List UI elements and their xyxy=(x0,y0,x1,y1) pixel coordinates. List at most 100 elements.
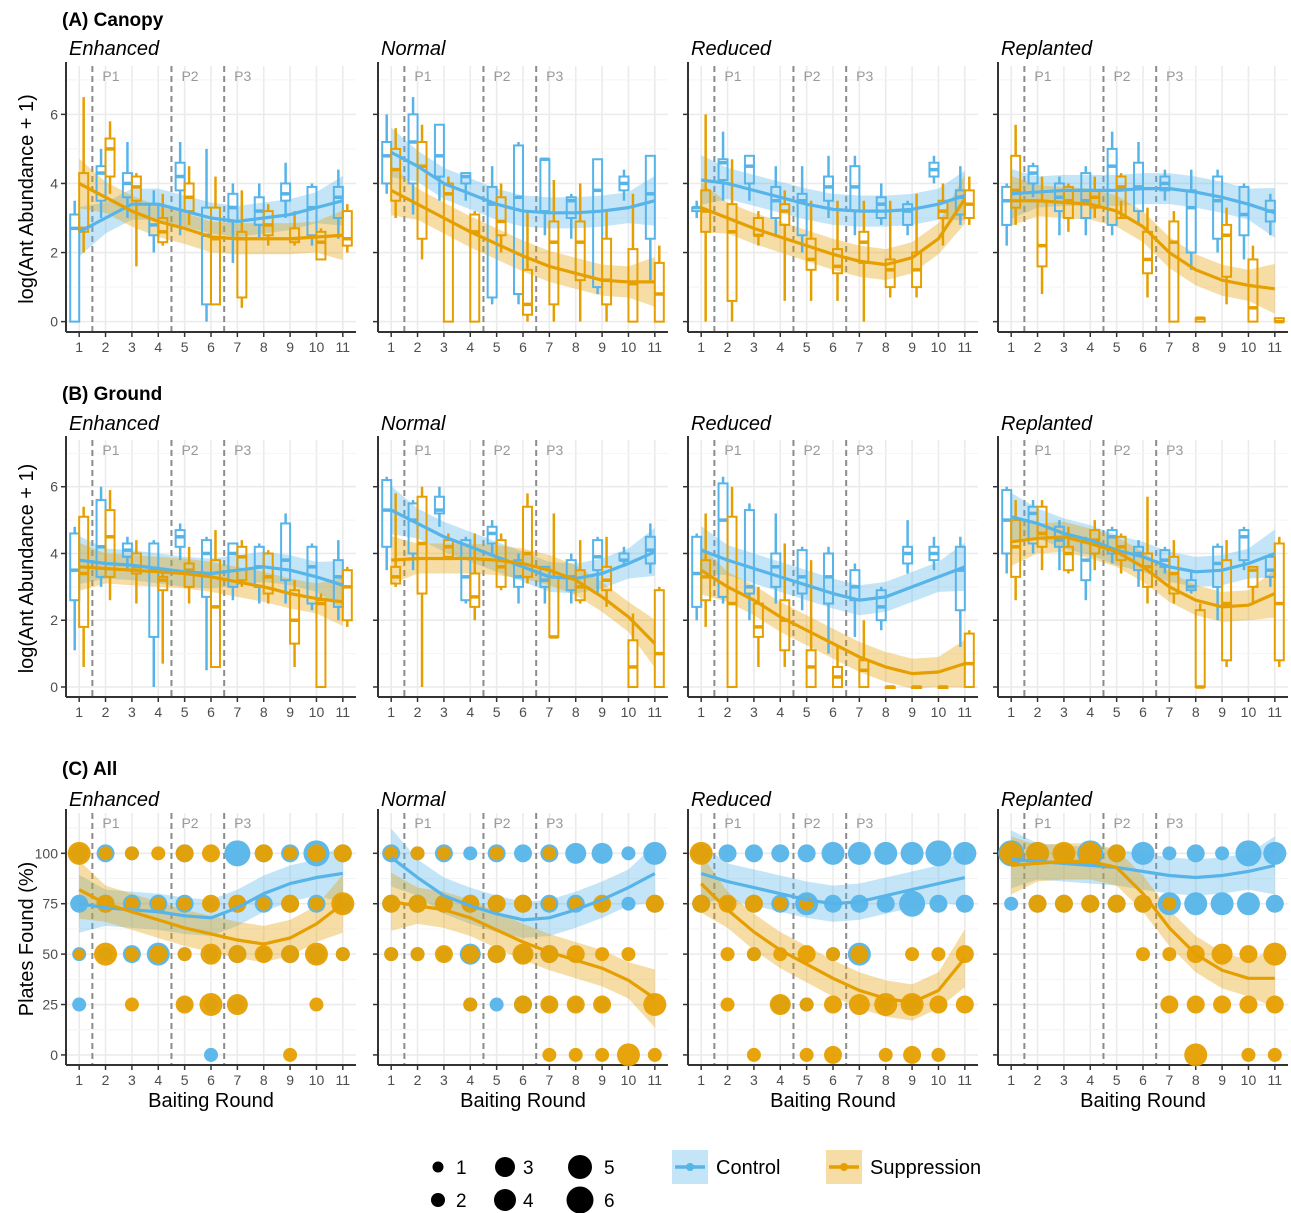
suppression-point xyxy=(199,993,223,1017)
facet-label: Normal xyxy=(381,789,446,811)
suppression-smooth-line xyxy=(390,188,655,284)
control-smooth-line xyxy=(390,150,656,215)
control-smooth-line xyxy=(390,508,656,581)
x-tick-label: 11 xyxy=(648,1072,663,1088)
x-tick-label: 4 xyxy=(1086,1072,1094,1088)
control-ribbon xyxy=(391,828,655,938)
suppression-point xyxy=(746,947,761,962)
facet-label: Enhanced xyxy=(69,789,160,811)
suppression-box xyxy=(469,572,481,608)
control-point xyxy=(1210,892,1234,916)
x-tick-label: 7 xyxy=(855,704,863,720)
x-tick-label: 10 xyxy=(931,339,947,355)
facet-reduced: P1 P2 P3 1 2 3 4 5 6 7 8 9 10 11 Reduced xyxy=(683,38,978,355)
facet-enhanced: P1 P2 P3 1 2 3 4 5 6 7 8 9 10 11 0 2 4 6 Enhanced xyxy=(50,38,356,355)
facet-label: Replanted xyxy=(1001,38,1093,60)
control-point xyxy=(847,841,871,865)
control-ribbon xyxy=(391,486,655,594)
x-tick-label: 7 xyxy=(545,704,553,720)
x-tick-label: 5 xyxy=(1113,1072,1121,1088)
suppression-point xyxy=(487,945,506,964)
suppression-smooth-line xyxy=(1011,859,1275,980)
suppression-box xyxy=(601,237,613,306)
legend-size-4 xyxy=(494,1189,516,1211)
x-axis-label: Baiting Round xyxy=(770,1090,896,1112)
control-box xyxy=(565,196,577,219)
suppression-point xyxy=(410,947,425,962)
suppression-point xyxy=(647,1047,662,1062)
x-tick-label: 8 xyxy=(572,339,580,355)
suppression-box xyxy=(262,552,274,595)
legend-size-label: 5 xyxy=(604,1158,615,1179)
control-point xyxy=(718,844,737,863)
x-tick-label: 7 xyxy=(1165,1072,1173,1088)
x-tick-label: 1 xyxy=(75,339,83,355)
control-ribbon xyxy=(391,127,655,229)
suppression-point xyxy=(149,945,168,964)
x-tick-label: 8 xyxy=(1192,1072,1200,1088)
suppression-smooth-line xyxy=(1010,535,1276,609)
x-tick-label: 8 xyxy=(1192,339,1200,355)
x-tick-label: 10 xyxy=(621,1072,637,1088)
control-box xyxy=(280,522,292,582)
x-tick-label: 9 xyxy=(286,704,294,720)
x-tick-label: 7 xyxy=(545,339,553,355)
period-label: P3 xyxy=(856,815,873,831)
suppression-point xyxy=(94,942,118,966)
period-label: P2 xyxy=(493,442,510,458)
panel-title: (A) Canopy xyxy=(62,10,164,31)
control-point xyxy=(1186,844,1205,863)
suppression-box xyxy=(157,575,169,592)
x-tick-label: 5 xyxy=(493,339,501,355)
legend-size-6 xyxy=(566,1186,594,1213)
x-tick-label: 11 xyxy=(648,339,663,355)
x-tick-label: 10 xyxy=(931,704,947,720)
control-box xyxy=(644,154,656,240)
suppression-smooth-line xyxy=(79,565,344,604)
suppression-box xyxy=(390,147,402,202)
x-tick-label: 1 xyxy=(387,1072,395,1088)
suppression-point xyxy=(256,896,271,911)
suppression-point xyxy=(1054,894,1073,913)
suppression-box xyxy=(521,505,533,578)
x-tick-label: 4 xyxy=(776,339,784,355)
suppression-box xyxy=(236,230,248,299)
suppression-smooth-line xyxy=(700,568,966,676)
y-axis-label: log(Ant Abundance + 1) xyxy=(16,464,38,674)
x-tick-label: 9 xyxy=(286,339,294,355)
x-tick-label: 10 xyxy=(309,1072,325,1088)
period-label: P1 xyxy=(102,442,119,458)
facet-normal: P1 P2 P3 1 2 3 4 5 6 7 8 9 10 11 Normal xyxy=(373,413,668,720)
control-box xyxy=(433,495,445,515)
facet-replanted: P1 P2 P3 1 2 3 4 5 6 7 8 9 10 11 Replanted xyxy=(993,38,1288,355)
x-tick-label: 6 xyxy=(207,1072,215,1088)
period-label: P1 xyxy=(414,442,431,458)
suppression-point xyxy=(850,945,869,964)
x-axis-label: Baiting Round xyxy=(148,1090,274,1112)
facet-label: Enhanced xyxy=(69,38,160,60)
control-point xyxy=(621,896,636,911)
suppression-ribbon xyxy=(1011,175,1275,314)
period-label: P2 xyxy=(181,68,198,84)
period-label: P1 xyxy=(1034,68,1051,84)
control-smooth-line xyxy=(78,558,344,587)
x-tick-label: 4 xyxy=(466,704,474,720)
control-smooth-line xyxy=(700,871,966,906)
suppression-point xyxy=(408,894,427,913)
suppression-box xyxy=(831,248,843,275)
control-point xyxy=(925,840,952,867)
x-tick-label: 9 xyxy=(1218,1072,1226,1088)
x-tick-label: 3 xyxy=(1060,704,1068,720)
x-tick-label: 6 xyxy=(1139,339,1147,355)
period-label: P2 xyxy=(181,442,198,458)
suppression-box xyxy=(548,220,560,306)
suppression-point xyxy=(514,995,532,1014)
x-tick-label: 9 xyxy=(598,704,606,720)
control-point xyxy=(1215,846,1230,861)
suppression-point xyxy=(826,947,840,962)
x-tick-label: 8 xyxy=(882,704,890,720)
x-tick-label: 11 xyxy=(958,339,973,355)
x-tick-label: 3 xyxy=(440,704,448,720)
suppression-box xyxy=(104,137,116,178)
period-label: P3 xyxy=(1166,68,1183,84)
